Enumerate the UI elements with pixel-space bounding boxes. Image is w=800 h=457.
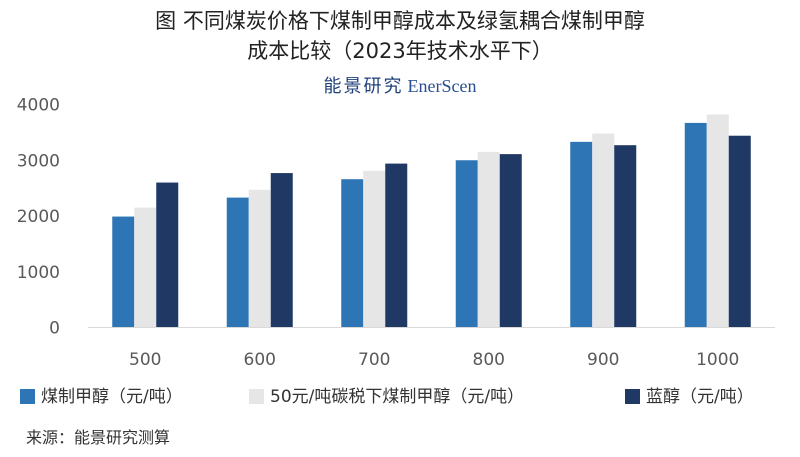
bar-series-3 [270,173,293,328]
bar-series-3 [156,182,179,328]
watermark-english: EnerScen [407,76,477,96]
legend: 煤制甲醇（元/吨） 50元/吨碳税下煤制甲醇（元/吨） 蓝醇（元/吨） [20,383,800,411]
bar-chart: 0 1000 2000 3000 4000 500 600 700 800 900 1000 [17,96,775,370]
legend-swatch-series-2 [249,389,264,404]
bar-series-3 [614,145,637,328]
watermark: 能景研究 EnerScen [0,75,800,98]
y-tick-label: 3000 [17,151,60,171]
chart-title-line-2: 成本比较（2023年技术水平下） [247,39,553,63]
bar-series-1 [226,197,249,328]
bar-series-2 [248,189,271,328]
legend-swatch-series-1 [20,389,35,404]
legend-item-series-1: 煤制甲醇（元/吨） [20,383,183,411]
bar-series-3 [499,154,522,328]
legend-swatch-series-3 [625,389,640,404]
bar-series-2 [134,207,157,328]
chart-title-line-1: 图 不同煤炭价格下煤制甲醇成本及绿氢耦合煤制甲醇 [155,9,645,33]
x-tick-label: 1000 [696,350,739,370]
x-tick-label: 700 [358,350,390,370]
bar-series-2 [363,170,386,328]
y-tick-label: 2000 [17,207,60,227]
bar-series-1 [570,141,593,328]
legend-item-series-2: 50元/吨碳税下煤制甲醇（元/吨） [249,383,524,411]
bar-series-1 [112,216,135,328]
bar-series-2 [477,151,500,328]
x-tick-label: 600 [244,350,276,370]
x-tick-label: 900 [587,350,619,370]
bar-series-3 [728,135,751,328]
legend-label-series-1: 煤制甲醇（元/吨） [41,387,183,407]
x-tick-label: 500 [129,350,161,370]
bar-series-1 [341,179,364,328]
bar-series-1 [684,122,707,328]
legend-label-series-3: 蓝醇（元/吨） [646,387,754,407]
y-tick-label: 1000 [17,263,60,283]
y-tick-label: 0 [49,319,60,339]
bar-series-3 [385,163,408,328]
x-tick-label: 800 [473,350,505,370]
bar-series-1 [455,160,478,328]
watermark-chinese: 能景研究 [323,76,404,97]
bar-series-2 [706,114,729,328]
chart-title: 图 不同煤炭价格下煤制甲醇成本及绿氢耦合煤制甲醇 成本比较（2023年技术水平下… [0,6,800,66]
legend-label-series-2: 50元/吨碳税下煤制甲醇（元/吨） [270,387,525,407]
source-note: 来源：能景研究测算 [26,428,171,447]
legend-item-series-3: 蓝醇（元/吨） [625,383,754,411]
bar-series-2 [592,133,615,328]
y-tick-label: 4000 [17,96,60,116]
